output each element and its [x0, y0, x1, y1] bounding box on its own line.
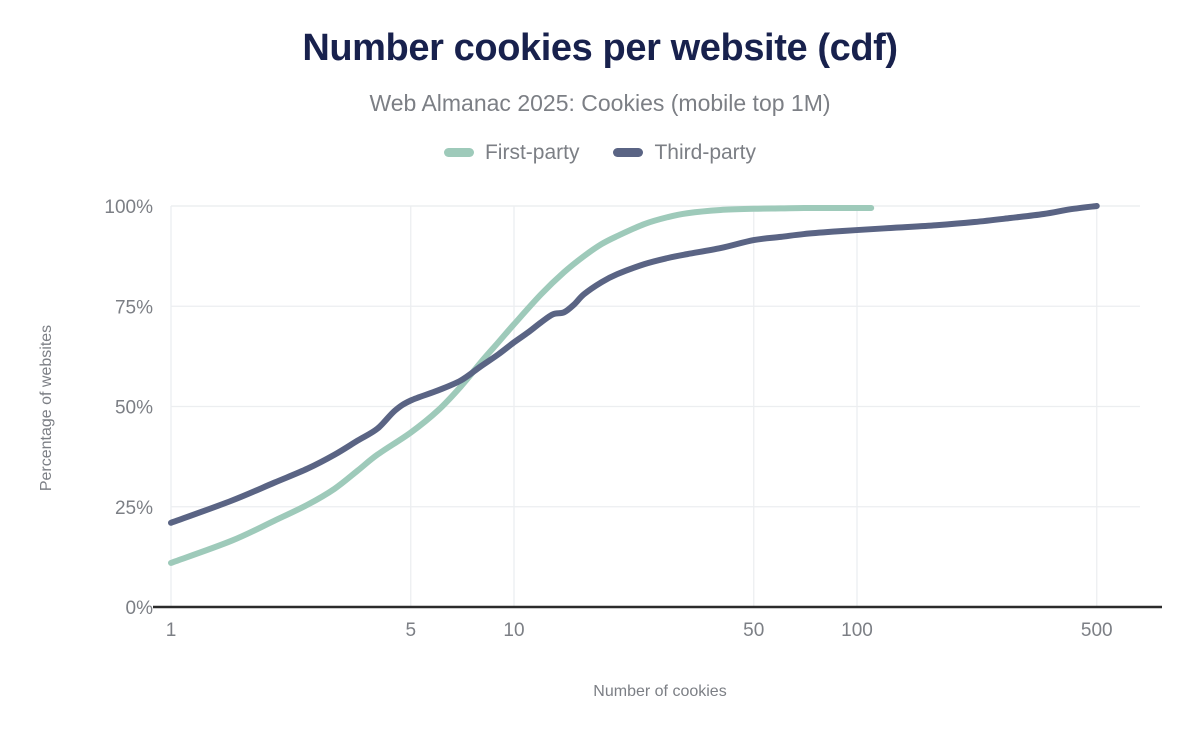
- x-tick-label: 10: [503, 620, 524, 641]
- x-tick-label: 5: [405, 620, 416, 641]
- y-tick-label: 25%: [115, 498, 153, 519]
- series-line-third-party: [168, 203, 1100, 526]
- x-tick-label: 1: [166, 620, 177, 641]
- x-tick-label: 500: [1081, 620, 1113, 641]
- legend-item-third-party[interactable]: Third-party: [613, 142, 756, 163]
- y-tick-label: 0%: [126, 598, 154, 619]
- y-tick-label: 100%: [104, 197, 153, 218]
- x-tick-label: 50: [743, 620, 764, 641]
- chart-title: Number cookies per website (cdf): [302, 27, 898, 69]
- legend-label-first-party: First-party: [484, 141, 580, 164]
- legend-label-third-party: Third-party: [654, 141, 757, 164]
- y-axis-title: Percentage of websites: [38, 325, 55, 491]
- x-axis-title: Number of cookies: [593, 683, 726, 700]
- series-line-first-party: [168, 204, 875, 566]
- x-tick-label: 100: [841, 620, 873, 641]
- chart-legend: First-party Third-party: [0, 142, 1200, 163]
- gridlines: [170, 205, 1140, 607]
- chart-subtitle: Web Almanac 2025: Cookies (mobile top 1M…: [369, 90, 831, 116]
- legend-swatch-third-party: [613, 148, 644, 157]
- legend-swatch-first-party: [443, 148, 474, 157]
- y-tick-label: 75%: [115, 297, 153, 318]
- legend-item-first-party[interactable]: First-party: [443, 141, 580, 164]
- axis-tick-labels: 0% 25% 50% 75% 100% 1 5 10 50 100 500: [104, 197, 1112, 641]
- series-lines: [168, 203, 1100, 566]
- y-tick-label: 50%: [115, 398, 153, 419]
